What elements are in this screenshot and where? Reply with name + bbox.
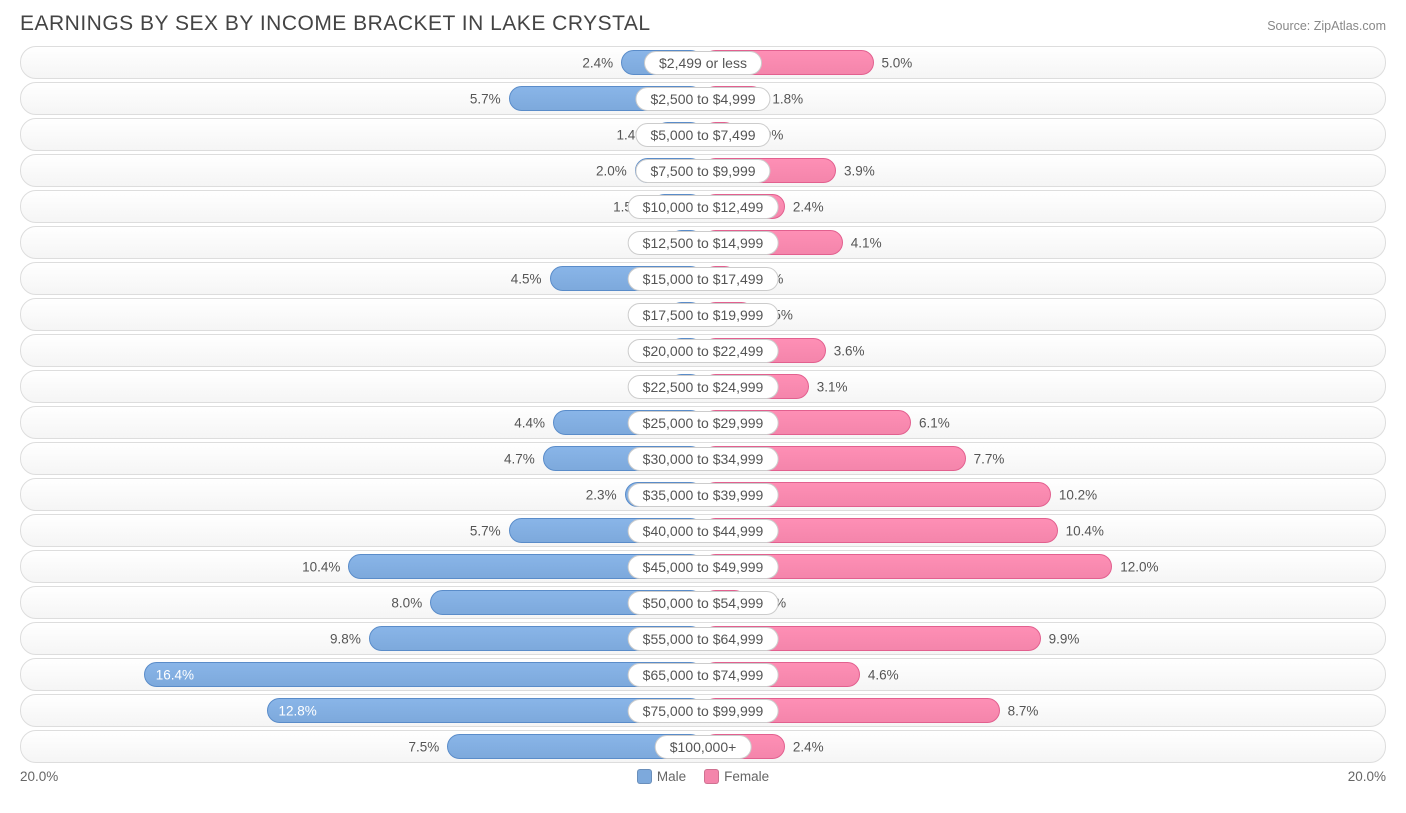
female-pct-label: 9.9%: [1049, 631, 1080, 646]
legend-swatch: [637, 769, 652, 784]
legend-label: Male: [657, 769, 686, 784]
chart-row: 2.3% 10.2% $35,000 to $39,999: [20, 478, 1386, 511]
legend-item: Female: [704, 769, 769, 784]
male-pct-label: 8.0%: [391, 595, 422, 610]
female-pct-label: 4.1%: [851, 235, 882, 250]
chart-row: 0.0%3.1%$22,500 to $24,999: [20, 370, 1386, 403]
income-bracket-label: $45,000 to $49,999: [628, 555, 779, 579]
female-pct-label: 3.6%: [834, 343, 865, 358]
chart-row: 2.0% 3.9% $7,500 to $9,999: [20, 154, 1386, 187]
chart-row: 2.4% 5.0% $2,499 or less: [20, 46, 1386, 79]
male-bar: [144, 662, 703, 687]
income-bracket-label: $25,000 to $29,999: [628, 411, 779, 435]
income-bracket-label: $5,000 to $7,499: [635, 123, 770, 147]
chart-row: 4.4% 6.1% $25,000 to $29,999: [20, 406, 1386, 439]
income-bracket-label: $22,500 to $24,999: [628, 375, 779, 399]
male-pct-label: 5.7%: [470, 91, 501, 106]
income-bracket-label: $17,500 to $19,999: [628, 303, 779, 327]
chart-row: 10.4% 12.0% $45,000 to $49,999: [20, 550, 1386, 583]
female-pct-label: 8.7%: [1008, 703, 1039, 718]
income-bracket-label: $75,000 to $99,999: [628, 699, 779, 723]
chart-row: 5.7% 1.8%$2,500 to $4,999: [20, 82, 1386, 115]
income-bracket-label: $50,000 to $54,999: [628, 591, 779, 615]
legend-label: Female: [724, 769, 769, 784]
chart-row: 5.7% 10.4% $40,000 to $44,999: [20, 514, 1386, 547]
income-bracket-label: $40,000 to $44,999: [628, 519, 779, 543]
female-pct-label: 4.6%: [868, 667, 899, 682]
axis-left-label: 20.0%: [20, 769, 58, 784]
female-pct-label: 2.4%: [793, 199, 824, 214]
income-bracket-label: $100,000+: [655, 735, 752, 759]
axis-right-label: 20.0%: [1348, 769, 1386, 784]
female-pct-label: 10.2%: [1059, 487, 1097, 502]
income-bracket-label: $2,500 to $4,999: [635, 87, 770, 111]
chart-source: Source: ZipAtlas.com: [1267, 19, 1386, 33]
female-pct-label: 5.0%: [882, 55, 913, 70]
female-pct-label: 12.0%: [1120, 559, 1158, 574]
female-pct-label: 3.1%: [817, 379, 848, 394]
chart-header: EARNINGS BY SEX BY INCOME BRACKET IN LAK…: [20, 12, 1386, 36]
chart-row: 0.6%1.5%$17,500 to $19,999: [20, 298, 1386, 331]
female-pct-label: 7.7%: [974, 451, 1005, 466]
chart-row: 1.4%0.59%$5,000 to $7,499: [20, 118, 1386, 151]
chart-row: 16.4% 4.6% $65,000 to $74,999: [20, 658, 1386, 691]
chart-row: 4.5%0.89%$15,000 to $17,499: [20, 262, 1386, 295]
male-pct-label: 12.8%: [267, 703, 317, 718]
income-bracket-label: $55,000 to $64,999: [628, 627, 779, 651]
income-bracket-label: $20,000 to $22,499: [628, 339, 779, 363]
female-pct-label: 2.4%: [793, 739, 824, 754]
male-pct-label: 4.5%: [511, 271, 542, 286]
chart-area: 2.4% 5.0% $2,499 or less 5.7% 1.8%$2,500 to …: [20, 46, 1386, 763]
income-bracket-label: $35,000 to $39,999: [628, 483, 779, 507]
male-pct-label: 5.7%: [470, 523, 501, 538]
chart-footer: 20.0% Male Female 20.0%: [20, 769, 1386, 784]
male-pct-label: 16.4%: [144, 667, 194, 682]
male-pct-label: 4.7%: [504, 451, 535, 466]
chart-row: 8.0%1.3%$50,000 to $54,999: [20, 586, 1386, 619]
legend-swatch: [704, 769, 719, 784]
male-pct-label: 7.5%: [408, 739, 439, 754]
male-pct-label: 4.4%: [514, 415, 545, 430]
legend: Male Female: [637, 769, 769, 784]
income-bracket-label: $65,000 to $74,999: [628, 663, 779, 687]
income-bracket-label: $7,500 to $9,999: [635, 159, 770, 183]
income-bracket-label: $12,500 to $14,999: [628, 231, 779, 255]
income-bracket-label: $2,499 or less: [644, 51, 762, 75]
male-pct-label: 2.0%: [596, 163, 627, 178]
chart-row: 1.5%2.4%$10,000 to $12,499: [20, 190, 1386, 223]
income-bracket-label: $30,000 to $34,999: [628, 447, 779, 471]
male-pct-label: 2.4%: [582, 55, 613, 70]
female-pct-label: 3.9%: [844, 163, 875, 178]
chart-row: 0.0%4.1%$12,500 to $14,999: [20, 226, 1386, 259]
male-pct-label: 2.3%: [586, 487, 617, 502]
male-pct-label: 10.4%: [302, 559, 340, 574]
male-pct-label: 9.8%: [330, 631, 361, 646]
income-bracket-label: $15,000 to $17,499: [628, 267, 779, 291]
chart-row: 12.8% 8.7% $75,000 to $99,999: [20, 694, 1386, 727]
female-pct-label: 10.4%: [1066, 523, 1104, 538]
income-bracket-label: $10,000 to $12,499: [628, 195, 779, 219]
chart-row: 0.0%3.6%$20,000 to $22,499: [20, 334, 1386, 367]
chart-row: 9.8% 9.9% $55,000 to $64,999: [20, 622, 1386, 655]
female-pct-label: 6.1%: [919, 415, 950, 430]
female-pct-label: 1.8%: [772, 91, 803, 106]
legend-item: Male: [637, 769, 686, 784]
chart-row: 7.5% 2.4% $100,000+: [20, 730, 1386, 763]
chart-title: EARNINGS BY SEX BY INCOME BRACKET IN LAK…: [20, 12, 651, 36]
chart-row: 4.7% 7.7% $30,000 to $34,999: [20, 442, 1386, 475]
